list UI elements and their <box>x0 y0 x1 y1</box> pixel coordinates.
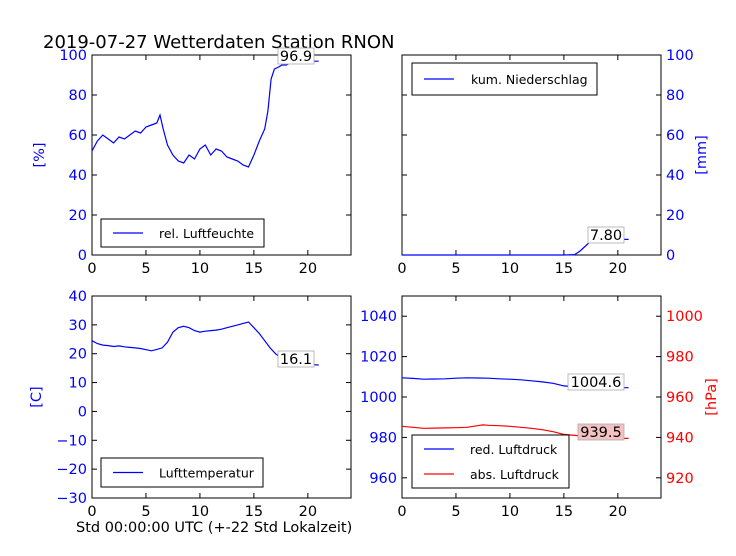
pressure-legend-label: abs. Luftdruck <box>470 467 560 482</box>
humidity-y-tick-label: 0 <box>78 248 87 264</box>
humidity-value-label-box <box>277 47 315 65</box>
pressure-value-label: 1004.6 <box>571 375 622 391</box>
temperature-y-tick-label: 30 <box>69 318 87 334</box>
temperature-y-tick-label: 10 <box>69 376 87 392</box>
pressure-y-axis-label: [hPa] <box>704 378 720 415</box>
humidity-x-tick-label: 10 <box>191 261 209 277</box>
pressure-y-right-tick-label: 1000 <box>666 309 703 325</box>
pressure-x-tick-label: 15 <box>555 504 573 520</box>
pressure-value-label: 939.5 <box>580 425 622 441</box>
pressure-legend-box <box>411 434 570 489</box>
temperature-y-tick-label: −20 <box>56 462 87 478</box>
temperature-value-label-box <box>277 350 315 368</box>
pressure-x-tick-label: 10 <box>501 504 519 520</box>
precipitation-y-tick-label: 0 <box>666 248 675 264</box>
pressure-x-tick-label: 20 <box>609 504 627 520</box>
pressure-y-tick-label: 1040 <box>360 309 397 325</box>
pressure-x-tick-label: 5 <box>451 504 460 520</box>
temperature-x-tick-label: 15 <box>245 504 263 520</box>
precipitation-y-tick-label: 40 <box>666 168 684 184</box>
temperature-y-tick-label: 40 <box>69 289 87 305</box>
humidity-y-tick-label: 40 <box>69 168 87 184</box>
temperature-y-tick-label: −10 <box>56 433 87 449</box>
temperature-value-label: 16.1 <box>280 352 312 368</box>
pressure-y-right-tick-label: 920 <box>666 471 694 487</box>
precipitation-x-tick-label: 15 <box>555 261 573 277</box>
temperature-plot-frame <box>91 295 352 499</box>
pressure-legend-label: red. Luftdruck <box>470 442 558 457</box>
humidity-x-tick-label: 15 <box>245 261 263 277</box>
humidity-legend-label: rel. Luftfeuchte <box>159 226 254 241</box>
figure-title: 2019-07-27 Wetterdaten Station RNON <box>43 32 394 53</box>
precipitation-value-label: 7.80 <box>590 228 622 244</box>
x-axis-label: Std 00:00:00 UTC (+-22 Std Lokalzeit) <box>76 520 352 536</box>
temperature-y-tick-label: −30 <box>56 491 87 507</box>
temperature-y-axis-label: [C] <box>29 386 45 407</box>
temperature-x-tick-label: 20 <box>299 504 317 520</box>
precipitation-x-tick-label: 0 <box>397 261 406 277</box>
pressure-value-label-box <box>567 373 625 391</box>
precipitation-x-tick-label: 10 <box>501 261 519 277</box>
humidity-value-label: 96.9 <box>280 49 312 65</box>
humidity-x-tick-label: 0 <box>87 261 96 277</box>
pressure-y-right-tick-label: 940 <box>666 430 694 446</box>
humidity-y-axis-label: [%] <box>32 142 48 167</box>
pressure-y-tick-label: 1000 <box>360 390 397 406</box>
temperature-x-tick-label: 0 <box>87 504 96 520</box>
precipitation-x-tick-label: 5 <box>451 261 460 277</box>
humidity-y-tick-label: 60 <box>69 128 87 144</box>
temperature-y-tick-label: 0 <box>78 404 87 420</box>
pressure-value-label-box <box>577 423 625 441</box>
humidity-y-tick-label: 100 <box>59 48 87 64</box>
pressure-y-tick-label: 960 <box>369 471 397 487</box>
precipitation-y-tick-label: 80 <box>666 88 684 104</box>
pressure-y-right-tick-label: 960 <box>666 390 694 406</box>
humidity-x-tick-label: 20 <box>299 261 317 277</box>
pressure-y-tick-label: 1020 <box>360 350 397 366</box>
precipitation-y-tick-label: 60 <box>666 128 684 144</box>
humidity-y-tick-label: 20 <box>69 208 87 224</box>
precipitation-legend-label: kum. Niederschlag <box>471 72 588 87</box>
pressure-y-right-tick-label: 980 <box>666 350 694 366</box>
humidity-plot-frame <box>91 54 352 256</box>
temperature-x-tick-label: 10 <box>191 504 209 520</box>
humidity-y-tick-label: 80 <box>69 88 87 104</box>
precipitation-value-label-box <box>587 226 625 244</box>
precipitation-y-tick-label: 100 <box>666 48 694 64</box>
pressure-x-tick-label: 0 <box>397 504 406 520</box>
precipitation-y-tick-label: 20 <box>666 208 684 224</box>
pressure-y-tick-label: 980 <box>369 430 397 446</box>
temperature-x-tick-label: 5 <box>141 504 150 520</box>
temperature-y-tick-label: 20 <box>69 347 87 363</box>
temperature-legend-label: Lufttemperatur <box>159 466 255 481</box>
humidity-x-tick-label: 5 <box>141 261 150 277</box>
precipitation-x-tick-label: 20 <box>609 261 627 277</box>
precipitation-y-axis-label: [mm] <box>694 135 710 175</box>
humidity-series-line <box>91 60 319 168</box>
